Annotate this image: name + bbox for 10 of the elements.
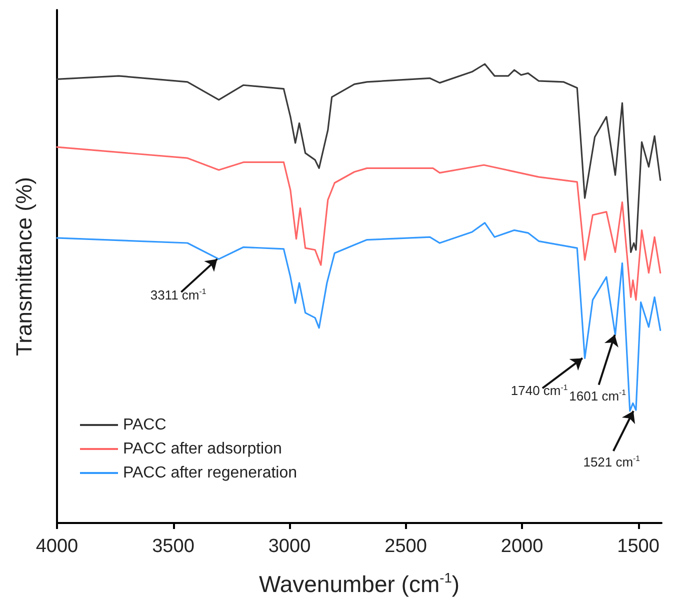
x-tick-label: 3500: [152, 536, 194, 557]
x-tick-label: 2000: [500, 536, 544, 557]
legend-label: PACC: [123, 416, 166, 434]
x-tick-label: 3000: [268, 536, 311, 557]
legend-label: PACC after adsorption: [123, 440, 282, 458]
x-tick-label: 2500: [384, 536, 427, 557]
x-tick-label: 4000: [36, 536, 78, 557]
legend-label: PACC after regeneration: [123, 464, 298, 482]
y-axis-title: Transmittance (%): [12, 177, 36, 356]
x-tick-label: 1500: [617, 536, 660, 557]
